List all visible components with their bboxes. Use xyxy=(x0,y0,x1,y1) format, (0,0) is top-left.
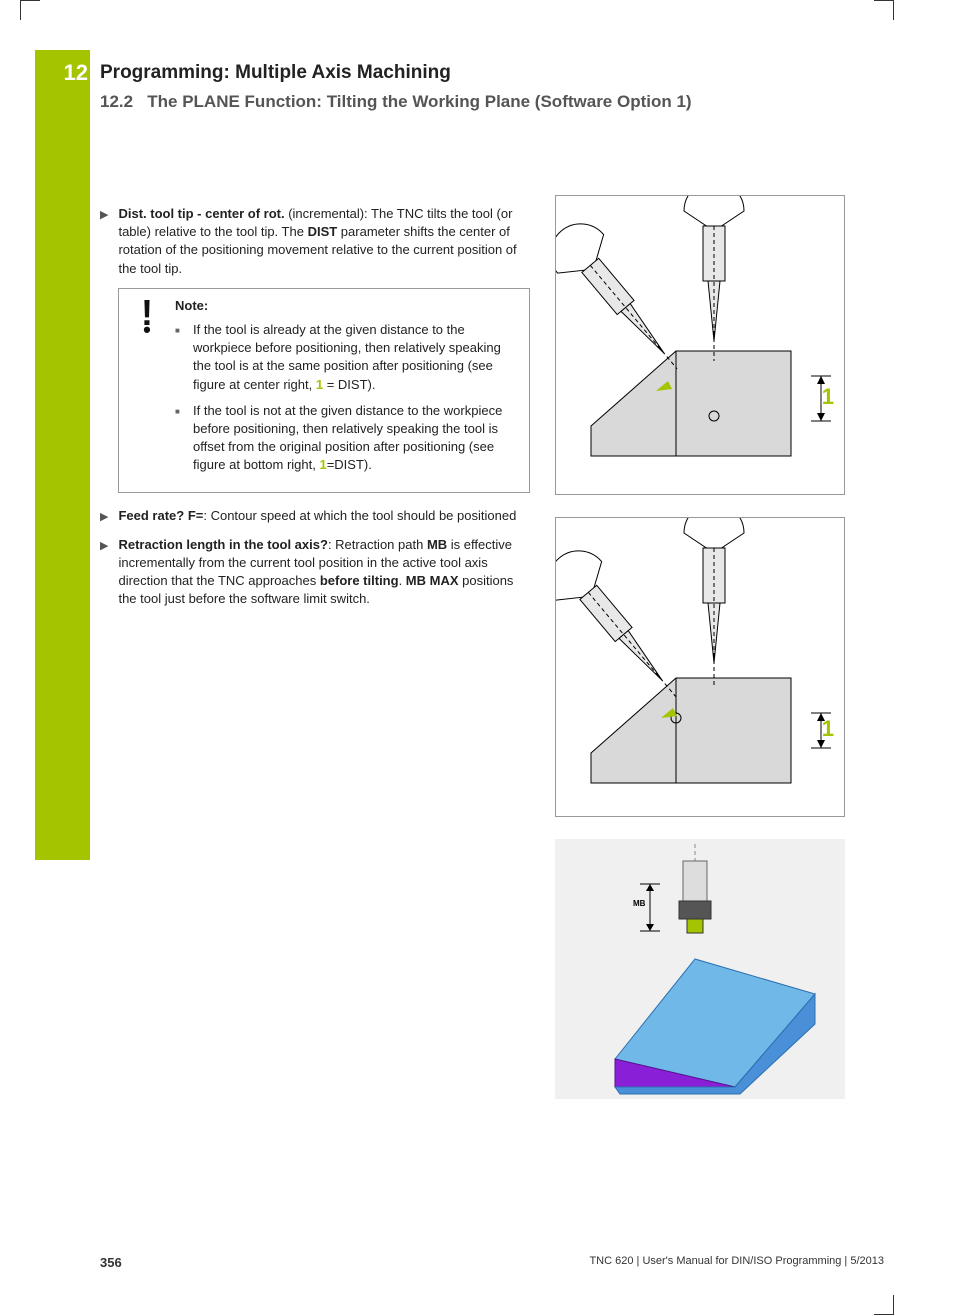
crop-mark xyxy=(874,0,894,20)
page-number: 356 xyxy=(100,1255,122,1270)
note-box: !• Note: If the tool is already at the g… xyxy=(118,288,530,494)
crop-mark xyxy=(20,0,40,20)
section-number: 12.2 xyxy=(100,92,133,111)
figure-2: 1 xyxy=(555,517,845,817)
figure-column: 1 1 xyxy=(555,195,865,1121)
exclamation-icon: !• xyxy=(127,297,167,483)
list-item: ▶ Retraction length in the tool axis?: R… xyxy=(100,536,530,609)
note-title: Note: xyxy=(175,298,208,313)
triangle-icon: ▶ xyxy=(100,208,108,278)
figure-1: 1 xyxy=(555,195,845,495)
dimension-label: 1 xyxy=(822,384,834,410)
chapter-number: 12 xyxy=(38,60,88,86)
section-title: 12.2 The PLANE Function: Tilting the Wor… xyxy=(100,92,692,112)
list-text: Feed rate? F=: Contour speed at which th… xyxy=(118,507,516,525)
chapter-sidebar xyxy=(35,50,90,860)
page-title: Programming: Multiple Axis Machining xyxy=(100,62,451,84)
page-footer: 356 TNC 620 | User's Manual for DIN/ISO … xyxy=(100,1255,884,1270)
list-item: ▶ Feed rate? F=: Contour speed at which … xyxy=(100,507,530,525)
list-text: Retraction length in the tool axis?: Ret… xyxy=(118,536,530,609)
content-column: ▶ Dist. tool tip - center of rot. (incre… xyxy=(100,205,530,619)
list-item: ▶ Dist. tool tip - center of rot. (incre… xyxy=(100,205,530,278)
triangle-icon: ▶ xyxy=(100,539,108,609)
mb-label: MB xyxy=(633,899,645,908)
dimension-label: 1 xyxy=(822,716,834,742)
triangle-icon: ▶ xyxy=(100,510,108,525)
note-bullet: If the tool is not at the given distance… xyxy=(175,402,519,475)
section-text: The PLANE Function: Tilting the Working … xyxy=(147,92,691,111)
crop-mark xyxy=(874,1295,894,1315)
list-text: Dist. tool tip - center of rot. (increme… xyxy=(118,205,530,278)
note-body: Note: If the tool is already at the give… xyxy=(167,297,519,483)
note-bullet: If the tool is already at the given dist… xyxy=(175,321,519,394)
figure-3: MB xyxy=(555,839,845,1099)
footer-text: TNC 620 | User's Manual for DIN/ISO Prog… xyxy=(589,1255,884,1270)
